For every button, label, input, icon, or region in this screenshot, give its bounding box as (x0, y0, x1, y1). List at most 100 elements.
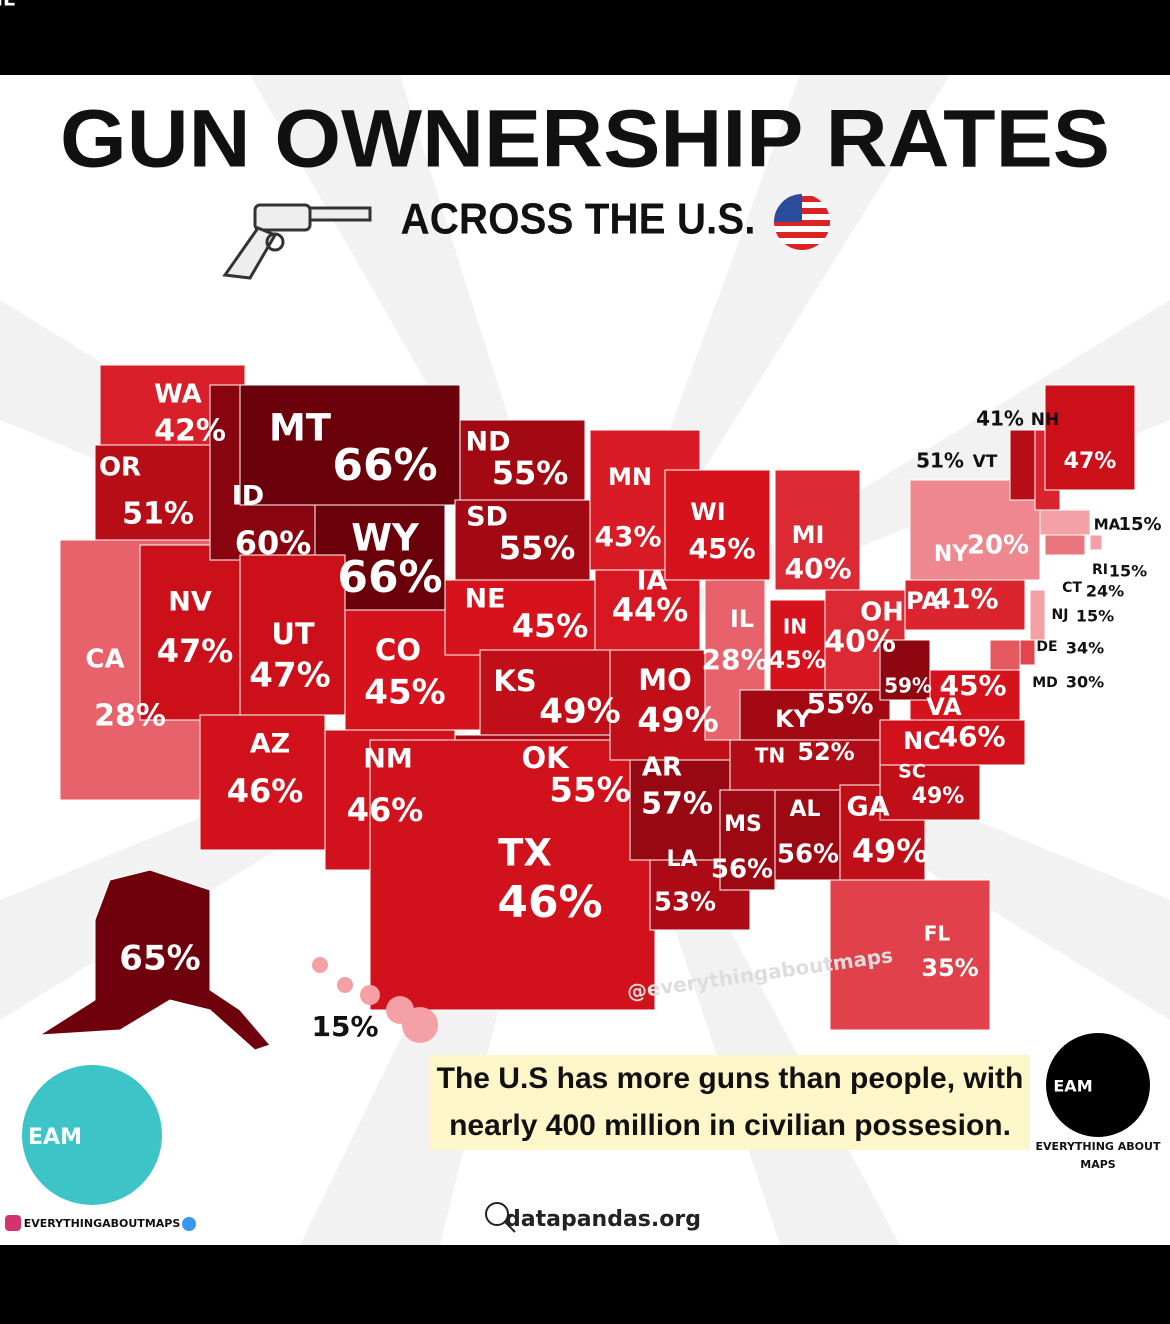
state-value: 34% (1066, 639, 1104, 658)
state-abbr: MO (638, 663, 692, 697)
state-shape (664, 469, 771, 581)
search-icon (504, 1221, 516, 1233)
state-value: 52% (797, 738, 854, 766)
state-shape (649, 859, 751, 931)
state-value: 30% (1066, 673, 1104, 692)
state-shape (459, 419, 586, 501)
search-icon (485, 1202, 509, 1226)
state-shape (1009, 429, 1036, 501)
state-abbr: NM (363, 744, 412, 775)
state-abbr: TN (755, 744, 785, 768)
state-value: 15% (1118, 514, 1161, 535)
state-value: 44% (612, 591, 689, 629)
state-abbr: OH (860, 598, 904, 628)
state-abbr: MD (1032, 675, 1058, 691)
us-flag-icon (774, 194, 830, 250)
note-line: nearly 400 million in civilian possesion… (449, 1109, 1011, 1142)
state-value: 47% (157, 632, 234, 670)
title: GUN OWNERSHIP RATES (60, 94, 1110, 185)
state-abbr: MN (608, 463, 652, 491)
state-shape (94, 444, 231, 546)
state-value: 43% (594, 520, 661, 553)
state-abbr: LA (666, 847, 697, 872)
state-abbr: MT (269, 407, 332, 450)
state-abbr: KS (493, 664, 536, 698)
state-abbr: WI (690, 498, 725, 526)
state-value: 57% (641, 787, 713, 822)
state-shape (829, 879, 991, 1031)
state-abbr: ME (0, 0, 16, 11)
state-abbr: AZ (250, 729, 290, 760)
state-shape (629, 759, 731, 861)
state-abbr: DE (1036, 639, 1057, 655)
state-abbr: CO (375, 633, 421, 667)
state-value: 45% (688, 532, 755, 565)
state-abbr: PA (906, 587, 940, 615)
state-shape (337, 977, 353, 993)
source: datapandas.org (505, 1207, 701, 1232)
state-value: 47% (249, 656, 330, 696)
state-shape (239, 554, 346, 716)
state-value: 35% (921, 954, 978, 982)
revolver-icon (222, 203, 372, 280)
state-shape (1029, 589, 1046, 641)
state-value: 46% (497, 877, 602, 928)
state-value: 45% (939, 669, 1006, 702)
state-shape (879, 719, 1026, 766)
state-shape (729, 739, 881, 791)
state-value: 46% (227, 772, 304, 810)
state-value: 45% (364, 673, 445, 713)
state-shape (739, 689, 891, 741)
state-value: 47% (1064, 449, 1117, 474)
state-abbr: WA (154, 380, 202, 410)
state-value: 49% (539, 692, 620, 732)
handle: EVERYTHINGABOUTMAPS (24, 1217, 181, 1230)
state-value: 40% (824, 625, 896, 660)
logo-left (22, 1065, 162, 1205)
state-value: 46% (938, 720, 1005, 753)
state-shape (139, 544, 256, 721)
state-value: 51% (122, 497, 194, 532)
state-value: 65% (119, 939, 200, 979)
state-abbr: AL (789, 797, 820, 822)
state-abbr: VA (926, 693, 962, 721)
state-value: 40% (784, 552, 851, 585)
state-value: 55% (549, 771, 630, 811)
state-abbr: GA (846, 792, 889, 823)
state-value: 28% (94, 699, 166, 734)
verified-icon (182, 1217, 196, 1231)
state-value: 53% (654, 888, 716, 918)
state-abbr: IA (637, 566, 668, 597)
state-abbr: RI (1092, 562, 1108, 578)
state-value: 49% (912, 784, 965, 809)
instagram-icon (5, 1215, 21, 1231)
state-shape (39, 869, 271, 1051)
logo-right-text: EAM (1053, 1077, 1092, 1096)
state-value: 45% (512, 607, 589, 645)
state-shape (402, 1007, 438, 1043)
state-value: 56% (711, 855, 773, 885)
state-value: 55% (806, 687, 873, 720)
state-value: 59% (884, 674, 932, 698)
state-shape (360, 985, 380, 1005)
logo-right (1046, 1033, 1150, 1137)
state-value: 66% (332, 440, 437, 491)
state-abbr: TX (498, 832, 552, 875)
state-value: 42% (154, 414, 226, 449)
state-value: 55% (499, 529, 576, 567)
state-shape (312, 957, 328, 973)
state-abbr: CT (1062, 580, 1082, 596)
state-abbr: MA (1094, 516, 1121, 534)
state-value: 66% (337, 552, 442, 603)
state-shape (454, 499, 591, 581)
state-abbr: AR (642, 753, 682, 783)
state-shape (1039, 509, 1091, 536)
state-value: 51% (916, 449, 964, 473)
state-shape (774, 789, 841, 881)
state-abbr: IL (730, 605, 754, 633)
state-value: 46% (347, 791, 424, 829)
state-value: 49% (637, 701, 718, 741)
state-shape (1019, 639, 1036, 666)
state-abbr: NE (464, 584, 505, 615)
